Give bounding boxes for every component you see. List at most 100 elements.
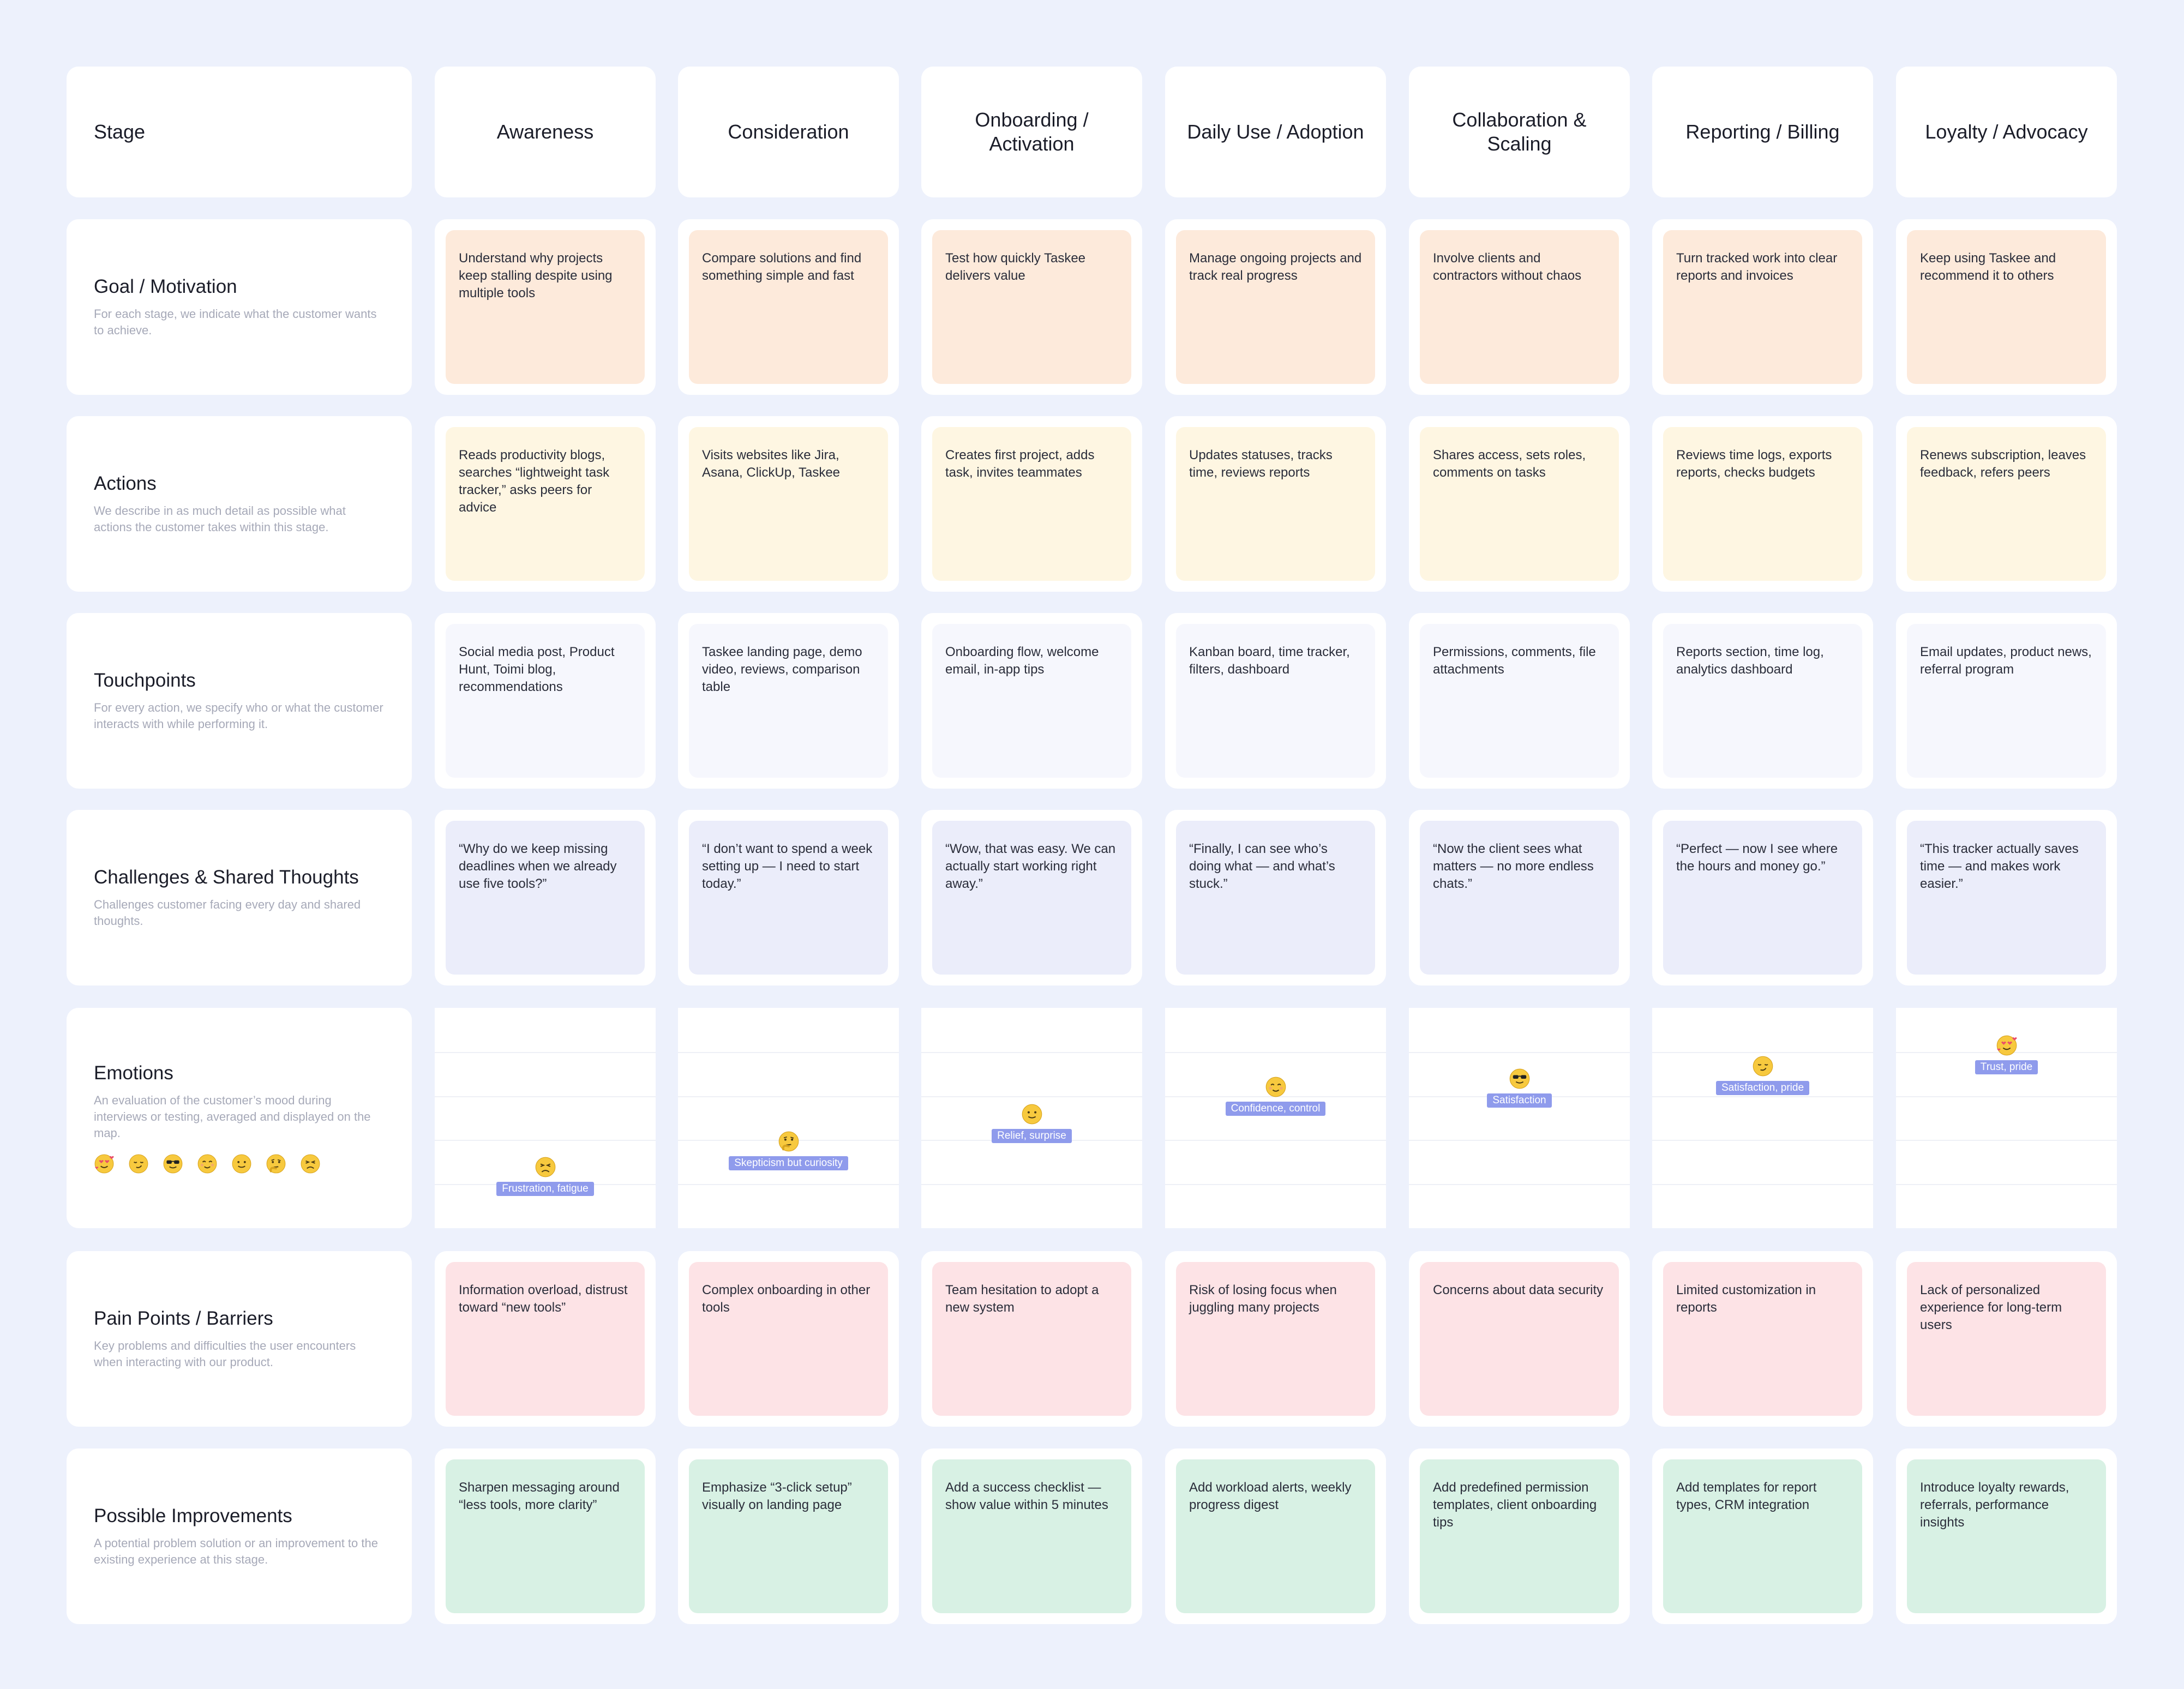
slight-smile-face-icon <box>231 1153 252 1174</box>
actions-note[interactable]: Updates statuses, tracks time, reviews r… <box>1176 427 1375 581</box>
goal-motivation-card: Manage ongoing projects and track real p… <box>1165 219 1386 395</box>
stage-header-4[interactable]: Daily Use / Adoption <box>1165 67 1386 197</box>
emotion-label: Trust, pride <box>1975 1060 2038 1074</box>
actions-note[interactable]: Creates first project, adds task, invite… <box>932 427 1131 581</box>
challenges-card: “Wow, that was easy. We can actually sta… <box>921 810 1142 985</box>
touchpoints-note[interactable]: Permissions, comments, file attachments <box>1420 624 1619 778</box>
challenges-card: “Why do we keep missing deadlines when w… <box>435 810 656 985</box>
improvements-card: Add a success checklist — show value wit… <box>921 1448 1142 1624</box>
pain-points-card: Lack of personalized experience for long… <box>1896 1251 2117 1427</box>
emotion-marker[interactable]: Satisfaction, pride <box>1652 1055 1873 1095</box>
stage-header-7[interactable]: Loyalty / Advocacy <box>1896 67 2117 197</box>
emotion-gridline <box>435 1052 656 1053</box>
touchpoints-card: Reports section, time log, analytics das… <box>1652 613 1873 789</box>
touchpoints-header-content: Touchpoints For every action, we specify … <box>94 613 385 789</box>
actions-note[interactable]: Visits websites like Jira, Asana, ClickU… <box>689 427 888 581</box>
emotion-label: Relief, surprise <box>992 1129 1072 1143</box>
goal-motivation-note[interactable]: Understand why projects keep stalling de… <box>446 230 645 384</box>
improvements-note[interactable]: Introduce loyalty rewards, referrals, pe… <box>1907 1459 2106 1613</box>
improvements-card: Add templates for report types, CRM inte… <box>1652 1448 1873 1624</box>
challenges-note[interactable]: “I don’t want to spend a week setting up… <box>689 821 888 975</box>
emotion-marker[interactable]: Skepticism but curiosity <box>678 1131 899 1170</box>
goal-motivation-note[interactable]: Manage ongoing projects and track real p… <box>1176 230 1375 384</box>
emotion-cell: Confidence, control <box>1165 1008 1386 1228</box>
goal-motivation-note[interactable]: Involve clients and contractors without … <box>1420 230 1619 384</box>
emotion-gridline <box>1652 1140 1873 1141</box>
pain-points-note[interactable]: Complex onboarding in other tools <box>689 1262 888 1416</box>
actions-note[interactable]: Renews subscription, leaves feedback, re… <box>1907 427 2106 581</box>
pain-points-note[interactable]: Information overload, distrust toward “n… <box>446 1262 645 1416</box>
touchpoints-note[interactable]: Social media post, Product Hunt, Toimi b… <box>446 624 645 778</box>
improvements-note[interactable]: Add workload alerts, weekly progress dig… <box>1176 1459 1375 1613</box>
emotion-gridline <box>1165 1184 1386 1185</box>
challenges-note[interactable]: “Wow, that was easy. We can actually sta… <box>932 821 1131 975</box>
actions-note[interactable]: Shares access, sets roles, comments on t… <box>1420 427 1619 581</box>
goal-motivation-note[interactable]: Test how quickly Taskee delivers value <box>932 230 1131 384</box>
challenges-note[interactable]: “Perfect — now I see where the hours and… <box>1663 821 1862 975</box>
pain-points-header-content: Pain Points / Barriers Key problems and d… <box>94 1251 385 1427</box>
goal-motivation-note[interactable]: Turn tracked work into clear reports and… <box>1663 230 1862 384</box>
stage-name: Collaboration & Scaling <box>1452 109 1587 155</box>
pain-points-note[interactable]: Concerns about data security <box>1420 1262 1619 1416</box>
challenges-note[interactable]: “Why do we keep missing deadlines when w… <box>446 821 645 975</box>
touchpoints-card: Permissions, comments, file attachments <box>1409 613 1630 789</box>
emotion-gridline <box>678 1184 899 1185</box>
challenges-note[interactable]: “Finally, I can see who’s doing what — a… <box>1176 821 1375 975</box>
touchpoints-title: Touchpoints <box>94 670 196 691</box>
improvements-card: Introduce loyalty rewards, referrals, pe… <box>1896 1448 2117 1624</box>
pain-points-description: Key problems and difficulties the user e… <box>94 1339 356 1369</box>
stage-header-1[interactable]: Awareness <box>435 67 656 197</box>
improvements-note[interactable]: Add a success checklist — show value wit… <box>932 1459 1131 1613</box>
improvements-note[interactable]: Sharpen messaging around “less tools, mo… <box>446 1459 645 1613</box>
pain-points-note[interactable]: Team hesitation to adopt a new system <box>932 1262 1131 1416</box>
challenges-note[interactable]: “This tracker actually saves time — and … <box>1907 821 2106 975</box>
stage-name: Onboarding / Activation <box>975 109 1089 155</box>
emotion-cell: Trust, pride <box>1896 1008 2117 1228</box>
emotion-gridline <box>1165 1052 1386 1053</box>
improvements-note[interactable]: Add templates for report types, CRM inte… <box>1663 1459 1862 1613</box>
goal-motivation-row-header: Goal / Motivation For each stage, we indi… <box>67 219 412 395</box>
emotion-marker[interactable]: Frustration, fatigue <box>435 1156 656 1196</box>
challenges-note[interactable]: “Now the client sees what matters — no m… <box>1420 821 1619 975</box>
stage-header-5[interactable]: Collaboration & Scaling <box>1409 67 1630 197</box>
stage-header-2[interactable]: Consideration <box>678 67 899 197</box>
improvements-header-content: Possible Improvements A potential problem… <box>94 1448 385 1624</box>
improvements-note[interactable]: Emphasize “3-click setup” visually on la… <box>689 1459 888 1613</box>
goal-motivation-note[interactable]: Keep using Taskee and recommend it to ot… <box>1907 230 2106 384</box>
improvements-note[interactable]: Add predefined permission templates, cli… <box>1420 1459 1619 1613</box>
actions-card: Renews subscription, leaves feedback, re… <box>1896 416 2117 592</box>
emotion-marker[interactable]: Trust, pride <box>1896 1035 2117 1074</box>
stage-label: Stage <box>94 121 146 143</box>
touchpoints-note[interactable]: Kanban board, time tracker, filters, das… <box>1176 624 1375 778</box>
actions-note[interactable]: Reviews time logs, exports reports, chec… <box>1663 427 1862 581</box>
emotion-gridline <box>678 1052 899 1053</box>
touchpoints-note[interactable]: Onboarding flow, welcome email, in-app t… <box>932 624 1131 778</box>
emotions-description: An evaluation of the customer’s mood dur… <box>94 1093 371 1140</box>
emotion-gridline <box>1896 1096 2117 1097</box>
pain-points-note[interactable]: Lack of personalized experience for long… <box>1907 1262 2106 1416</box>
stage-name: Reporting / Billing <box>1685 121 1840 143</box>
stage-header-6[interactable]: Reporting / Billing <box>1652 67 1873 197</box>
stage-header-3[interactable]: Onboarding / Activation <box>921 67 1142 197</box>
actions-card: Creates first project, adds task, invite… <box>921 416 1142 592</box>
emotion-marker[interactable]: Relief, surprise <box>921 1103 1142 1143</box>
emotion-label: Satisfaction, pride <box>1715 1081 1810 1095</box>
touchpoints-note[interactable]: Taskee landing page, demo video, reviews… <box>689 624 888 778</box>
emotions-title: Emotions <box>94 1062 173 1084</box>
goal-motivation-card: Involve clients and contractors without … <box>1409 219 1630 395</box>
emotion-gridline <box>921 1184 1142 1185</box>
relieved-face-icon <box>1265 1076 1287 1098</box>
touchpoints-note[interactable]: Reports section, time log, analytics das… <box>1663 624 1862 778</box>
pain-points-note[interactable]: Limited customization in reports <box>1663 1262 1862 1416</box>
touchpoints-note[interactable]: Email updates, product news, referral pr… <box>1907 624 2106 778</box>
goal-motivation-note[interactable]: Compare solutions and find something sim… <box>689 230 888 384</box>
emotion-cell: Satisfaction <box>1409 1008 1630 1228</box>
emotion-gridline <box>435 1140 656 1141</box>
emotion-marker[interactable]: Satisfaction <box>1409 1068 1630 1108</box>
emotion-label: Satisfaction <box>1487 1093 1552 1108</box>
actions-note[interactable]: Reads productivity blogs, searches “ligh… <box>446 427 645 581</box>
improvements-title: Possible Improvements <box>94 1505 292 1526</box>
pain-points-note[interactable]: Risk of losing focus when juggling many … <box>1176 1262 1375 1416</box>
emotion-marker[interactable]: Confidence, control <box>1165 1076 1386 1116</box>
